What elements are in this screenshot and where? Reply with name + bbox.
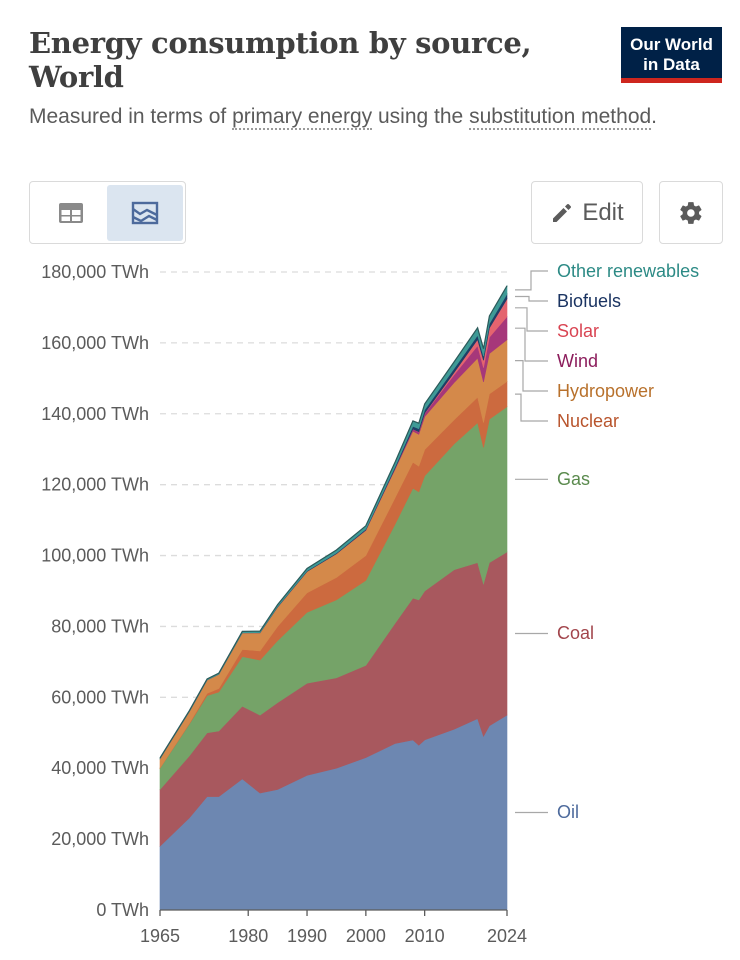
x-tick-label: 2000 (346, 926, 386, 946)
y-tick-label: 160,000 TWh (41, 333, 149, 353)
y-tick-label: 40,000 TWh (51, 758, 149, 778)
y-tick-label: 60,000 TWh (51, 687, 149, 707)
x-tick-label: 1965 (140, 926, 180, 946)
table-view-button[interactable] (33, 185, 109, 241)
y-tick-label: 140,000 TWh (41, 404, 149, 424)
label-connector (515, 270, 548, 291)
chart-view-button[interactable] (107, 185, 183, 241)
y-tick-label: 80,000 TWh (51, 616, 149, 636)
subtitle-text-mid: using the (372, 105, 470, 128)
owid-logo[interactable]: Our World in Data (621, 27, 722, 83)
x-tick-label: 1980 (228, 926, 268, 946)
series-label-gas[interactable]: Gas (557, 469, 590, 489)
x-tick-label: 2024 (487, 926, 527, 946)
chart-subtitle: Measured in terms of primary energy usin… (29, 102, 669, 131)
series-label-nuclear[interactable]: Nuclear (557, 411, 619, 431)
y-tick-label: 20,000 TWh (51, 829, 149, 849)
label-connector (515, 327, 548, 362)
y-tick-label: 120,000 TWh (41, 475, 149, 495)
x-tick-label: 2010 (405, 926, 445, 946)
view-toggle (29, 181, 186, 244)
chart-title: Energy consumption by source, World (29, 26, 532, 94)
energy-area-chart: 0 TWh 20,000 TWh 40,000 TWh 60,000 TWh 80,00… (41, 261, 699, 946)
series-label-wind[interactable]: Wind (557, 351, 598, 371)
subtitle-text: Measured in terms of (29, 105, 233, 128)
label-connector (515, 307, 548, 332)
label-connector (515, 295, 548, 302)
series-label-oil[interactable]: Oil (557, 802, 579, 822)
total-outline (159, 285, 508, 759)
logo-line-1: Our World (630, 35, 713, 54)
series-label-solar[interactable]: Solar (557, 321, 599, 341)
label-connector (515, 360, 548, 392)
primary-energy-link[interactable]: primary energy (232, 105, 373, 130)
series-label-other-renewables[interactable]: Other renewables (557, 261, 699, 281)
edit-button[interactable]: Edit (531, 181, 643, 244)
substitution-method-link[interactable]: substitution method (469, 105, 652, 130)
settings-button[interactable] (659, 181, 723, 244)
label-connector (515, 393, 548, 422)
edit-label: Edit (582, 198, 624, 226)
series-label-biofuels[interactable]: Biofuels (557, 291, 621, 311)
y-tick-label: 180,000 TWh (41, 262, 149, 282)
series-label-hydropower[interactable]: Hydropower (557, 381, 654, 401)
table-icon (59, 203, 83, 223)
gear-icon (680, 201, 702, 224)
series-label-coal[interactable]: Coal (557, 623, 594, 643)
y-tick-label: 100,000 TWh (41, 546, 149, 566)
y-tick-label: 0 TWh (96, 900, 149, 920)
subtitle-text-end: . (651, 105, 658, 128)
x-tick-label: 1990 (287, 926, 327, 946)
pencil-icon (553, 203, 572, 222)
chart-icon (131, 201, 159, 225)
logo-line-2: in Data (643, 55, 700, 74)
